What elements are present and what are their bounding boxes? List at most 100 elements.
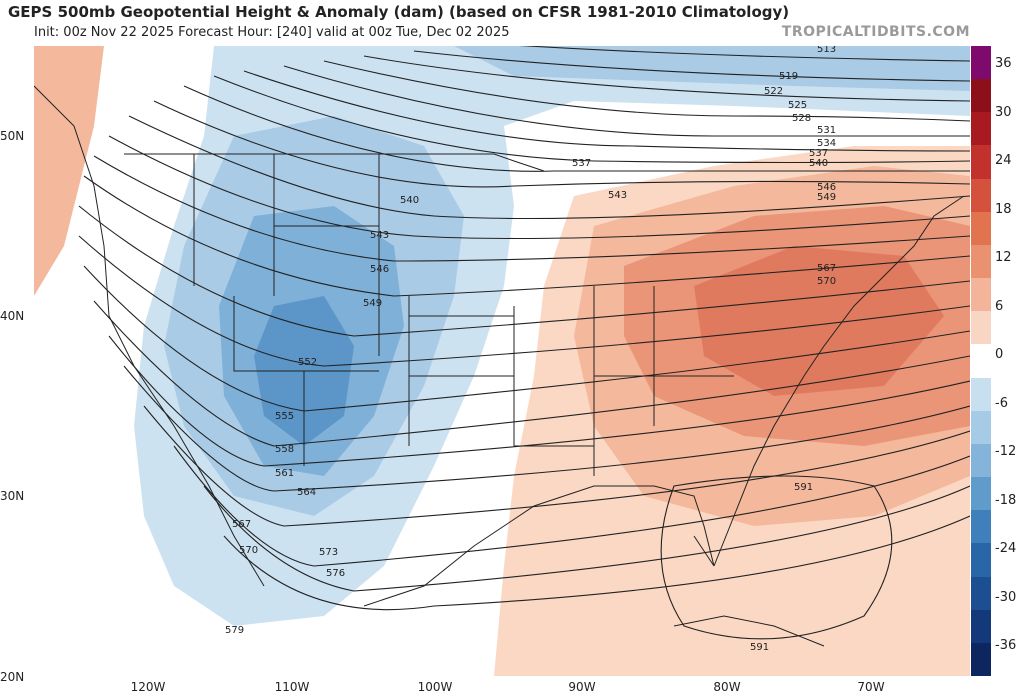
colorbar-label: 18 — [995, 201, 1012, 217]
longitude-label: 120W — [130, 680, 166, 694]
contour-label: 540 — [809, 158, 828, 169]
contour-label: 567 — [817, 263, 836, 274]
longitude-label: 90W — [568, 680, 596, 694]
state-line — [233, 296, 379, 372]
height-contours — [78, 46, 970, 640]
contour-label: 555 — [275, 411, 294, 422]
colorbar-segment — [971, 543, 991, 578]
contour-label: 546 — [370, 264, 389, 275]
colorbar-segment — [971, 477, 991, 511]
contour-label: 570 — [817, 276, 836, 287]
longitude-label: 70W — [857, 680, 885, 694]
colorbar-label: -24 — [995, 541, 1017, 556]
latitude-label: 50N — [0, 129, 25, 143]
warm-anomaly-west — [34, 46, 104, 296]
colorbar-segment — [971, 46, 991, 80]
colorbar-segment — [971, 609, 991, 644]
colorbar-segment — [971, 377, 991, 412]
contour-line — [213, 75, 970, 164]
contour-line — [660, 475, 893, 640]
contour-line — [283, 65, 970, 137]
colorbar-label: -30 — [995, 589, 1017, 605]
contour-label: 552 — [298, 357, 317, 368]
state-borders — [124, 153, 734, 476]
west-coast — [34, 85, 265, 587]
colorbar-segment — [971, 278, 991, 312]
contour-label: 591 — [794, 482, 813, 493]
colorbar-segment — [971, 443, 991, 478]
contour-line — [93, 300, 970, 447]
colorbar-label: 12 — [995, 250, 1012, 265]
contour-line — [183, 85, 970, 172]
gulf-coast — [363, 485, 715, 607]
contour-line — [143, 405, 970, 527]
contour-label: 543 — [608, 190, 627, 201]
contour-label: 519 — [779, 71, 798, 82]
colorbar-segment — [971, 79, 991, 113]
contour-line — [108, 135, 970, 240]
latitude-label: 40N — [0, 309, 25, 323]
contour-label: 534 — [817, 138, 836, 149]
contour-label: 564 — [297, 487, 316, 498]
contour-line — [243, 70, 970, 152]
contour-line — [128, 115, 970, 220]
contour-label: 549 — [363, 298, 382, 309]
contour-line — [123, 365, 970, 492]
colorbar-segment — [971, 211, 991, 246]
latitude-label: 20N — [0, 670, 25, 684]
contour-label: 525 — [788, 100, 807, 111]
contour-label: 558 — [275, 444, 294, 455]
east-coast — [713, 195, 965, 567]
anomaly-colorbar — [971, 46, 991, 677]
contour-line — [153, 100, 970, 188]
contour-label: 573 — [319, 547, 338, 558]
colorbar-label: -18 — [995, 492, 1017, 508]
credit-watermark: TROPICALTIDBITS.COM — [781, 24, 970, 40]
colorbar-label: 6 — [995, 298, 1004, 314]
contour-label: 567 — [232, 519, 251, 530]
us-canada-border — [124, 153, 545, 172]
colorbar-label: 0 — [995, 347, 1004, 362]
contour-label: 570 — [239, 545, 258, 556]
colorbar-label: 24 — [995, 153, 1012, 168]
colorbar-label: -12 — [995, 444, 1017, 459]
contour-label: 549 — [817, 192, 836, 203]
contour-line — [223, 515, 970, 611]
contour-label: 591 — [750, 642, 769, 653]
colorbar-segment — [971, 510, 991, 544]
contour-line — [323, 60, 970, 122]
contour-line — [108, 335, 970, 467]
contour-label: 537 — [572, 158, 591, 169]
colorbar-label: 30 — [995, 104, 1012, 120]
contour-line — [203, 485, 970, 592]
contour-label: 576 — [326, 568, 345, 579]
colorbar-segment — [971, 642, 991, 677]
map-title: GEPS 500mb Geopotential Height & Anomaly… — [8, 3, 790, 21]
colorbar-segment — [971, 178, 991, 213]
map-subtitle: Init: 00z Nov 22 2025 Forecast Hour: [24… — [34, 25, 510, 40]
colorbar-segment — [971, 244, 991, 279]
contour-label: 531 — [817, 125, 836, 136]
contour-line — [519, 46, 970, 62]
contour-label: 528 — [792, 113, 811, 124]
coastlines — [34, 85, 965, 647]
contour-line — [78, 205, 970, 337]
colorbar-segment — [971, 145, 991, 180]
colorbar-segment — [971, 311, 991, 345]
contour-label: 546 — [817, 182, 836, 193]
contour-label: 513 — [817, 46, 836, 55]
contour-label: 537 — [809, 148, 828, 159]
cold-anomaly-light-north — [454, 46, 970, 91]
longitude-label: 80W — [713, 680, 741, 694]
colorbar-segment — [971, 410, 991, 445]
colorbar-label: -6 — [995, 395, 1008, 411]
cuba-coast — [673, 615, 825, 647]
map-panel: 513 519 522 525 528 531 534 537 540 546 … — [34, 46, 970, 676]
contour-label: 561 — [275, 468, 294, 479]
contour-line — [78, 235, 970, 367]
contour-line — [83, 175, 970, 297]
colorbar-segment — [971, 112, 991, 146]
colorbar-label: 36 — [995, 56, 1012, 71]
map-svg: 513 519 522 525 528 531 534 537 540 546 … — [34, 46, 970, 676]
colorbar-label: -36 — [995, 638, 1017, 653]
